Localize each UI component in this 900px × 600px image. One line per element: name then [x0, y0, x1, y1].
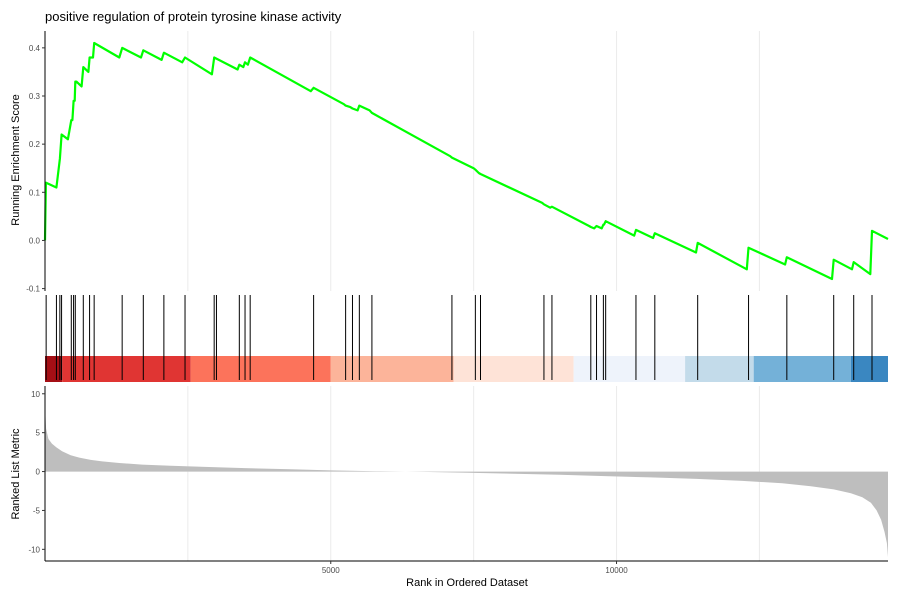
color-band-1	[62, 356, 191, 382]
color-band-4	[453, 356, 574, 382]
metric-y-tick-label-3: -5	[33, 506, 41, 515]
enrichment-score-line-0	[43, 41, 889, 281]
enrichment-y-tick-label-2: 0.1	[29, 188, 41, 197]
enrichment-y-tick-label-4: 0.3	[29, 92, 41, 101]
enrichment-y-axis-label: Running Enrichment Score	[10, 94, 22, 225]
enrichment-y-tick-label-5: 0.4	[29, 44, 41, 53]
enrichment-y-tick-label-0: -0.1	[26, 285, 40, 294]
metric-y-tick-label-2: 0	[36, 468, 41, 477]
color-band-5	[573, 356, 686, 382]
metric-y-tick-label-4: -10	[28, 545, 40, 554]
enrichment-score-layer	[43, 41, 889, 281]
ranked-metric-area	[45, 405, 888, 558]
grid-layer	[187, 31, 760, 561]
color-band-3	[330, 356, 454, 382]
chart-title: positive regulation of protein tyrosine …	[45, 9, 342, 24]
axis-layer: -0.1 0.0 0.1 0.2 0.3 0.4 10 5 0 -5 -10 5000 10000	[26, 31, 888, 575]
hit-marks-layer	[45, 295, 873, 380]
metric-y-tick-label-1: 5	[36, 429, 41, 438]
metric-y-axis-label: Ranked List Metric	[10, 428, 22, 520]
metric-y-tick-label-0: 10	[31, 390, 40, 399]
color-band-6	[685, 356, 754, 382]
color-band-8	[850, 356, 888, 382]
color-band-2	[190, 356, 331, 382]
color-band-0	[45, 356, 63, 382]
color-band-layer	[45, 356, 888, 382]
x-tick-label-1: 10000	[605, 566, 628, 575]
enrichment-y-tick-label-3: 0.2	[29, 140, 41, 149]
color-band-7	[753, 356, 851, 382]
x-tick-label-0: 5000	[322, 566, 340, 575]
enrichment-y-tick-label-1: 0.0	[29, 236, 41, 245]
ranked-metric-layer	[45, 405, 888, 558]
x-axis-label: Rank in Ordered Dataset	[406, 577, 528, 589]
